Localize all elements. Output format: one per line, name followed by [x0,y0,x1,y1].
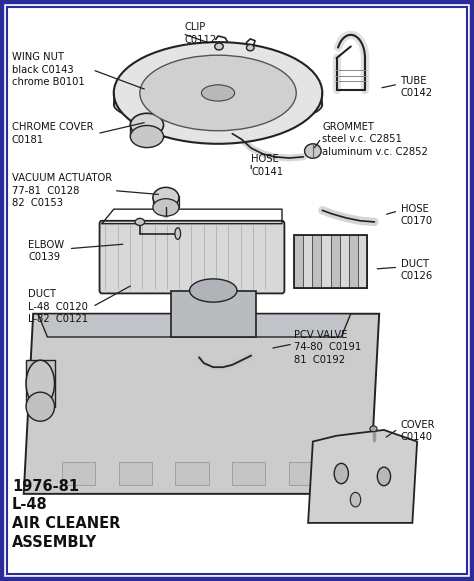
Bar [118,462,152,485]
Bar [340,235,349,288]
Ellipse shape [201,85,235,101]
Ellipse shape [114,42,322,144]
Text: VACUUM ACTUATOR
77-81  C0128
82  C0153: VACUUM ACTUATOR 77-81 C0128 82 C0153 [12,173,112,208]
Bar [26,360,55,407]
Bar [294,235,367,288]
Ellipse shape [246,45,254,51]
Bar [349,235,358,288]
Ellipse shape [190,279,237,302]
Bar [171,290,256,337]
Bar [232,462,265,485]
Text: ELBOW
C0139: ELBOW C0139 [28,240,64,262]
Text: CHROME COVER
C0181: CHROME COVER C0181 [12,123,93,145]
Polygon shape [308,430,417,523]
Text: TUBE
C0142: TUBE C0142 [401,76,433,98]
Polygon shape [24,314,379,494]
Polygon shape [38,314,351,337]
Bar [358,235,367,288]
Text: PCV VALVE
74-80  C0191
81  C0192: PCV VALVE 74-80 C0191 81 C0192 [294,330,361,365]
Bar [175,462,209,485]
Ellipse shape [153,199,179,216]
Ellipse shape [153,188,179,208]
Bar [62,462,95,485]
Ellipse shape [370,426,377,432]
Bar [303,235,312,288]
Ellipse shape [26,360,55,407]
Text: COVER
C0140: COVER C0140 [401,420,435,442]
Text: GROMMET
steel v.c. C2851
aluminum v.c. C2852: GROMMET steel v.c. C2851 aluminum v.c. C… [322,122,428,157]
Ellipse shape [175,228,181,239]
Bar [153,196,179,207]
Text: DUCT
L-48  C0120
L-82  C0121: DUCT L-48 C0120 L-82 C0121 [28,289,89,324]
Bar [312,235,321,288]
Bar [331,235,340,288]
Ellipse shape [135,218,145,225]
Text: 1976-81
L-48
AIR CLEANER
ASSEMBLY: 1976-81 L-48 AIR CLEANER ASSEMBLY [12,479,120,550]
Ellipse shape [350,493,361,507]
FancyBboxPatch shape [100,221,284,293]
Ellipse shape [26,392,55,421]
Ellipse shape [140,55,296,131]
Ellipse shape [130,113,164,137]
Bar [321,235,331,288]
Text: DUCT
C0126: DUCT C0126 [401,259,433,281]
Ellipse shape [130,125,164,148]
Text: WING NUT
black C0143
chrome B0101: WING NUT black C0143 chrome B0101 [12,52,84,87]
Ellipse shape [334,464,348,483]
Text: HOSE
C0141: HOSE C0141 [251,155,283,177]
Bar [289,462,322,485]
Ellipse shape [114,83,322,127]
Bar [130,119,164,137]
Ellipse shape [304,144,321,159]
Text: CLIP
C0112: CLIP C0112 [185,23,217,45]
Ellipse shape [377,467,391,486]
Text: HOSE
C0170: HOSE C0170 [401,204,433,226]
Bar [294,235,303,288]
Ellipse shape [215,43,223,50]
